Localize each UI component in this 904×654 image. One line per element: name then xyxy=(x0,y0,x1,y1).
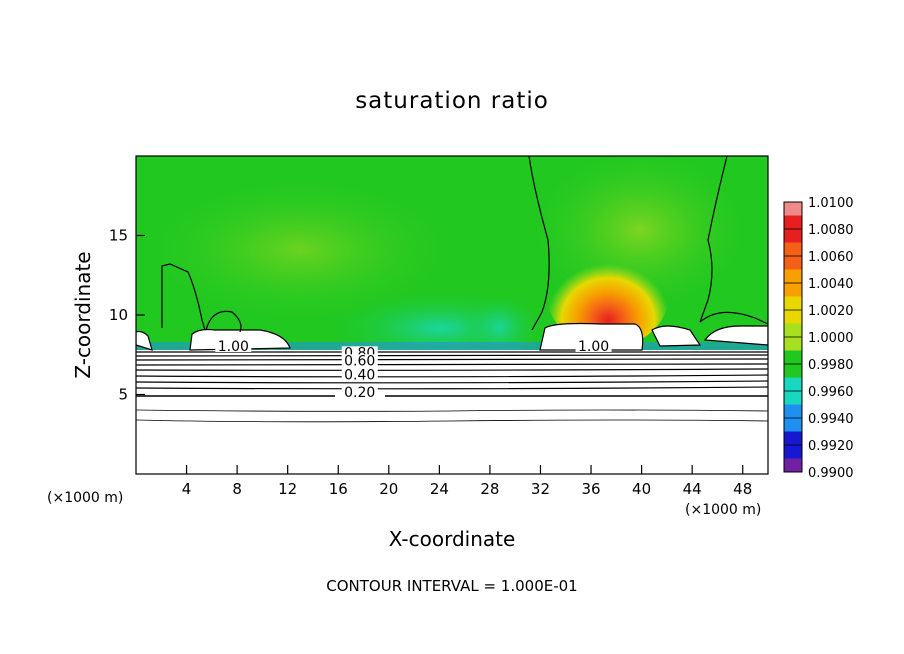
colorbar-label: 0.9960 xyxy=(808,385,854,400)
y-unit-label: (×1000 m) xyxy=(47,490,124,506)
y-tick-label: 15 xyxy=(109,227,128,245)
contour-lines xyxy=(136,156,768,423)
colorbar-label: 0.9920 xyxy=(808,439,854,454)
colorbar-label: 1.0080 xyxy=(808,223,854,238)
colorbar-segment xyxy=(784,242,802,257)
contour-interval-note: CONTOUR INTERVAL = 1.000E-01 xyxy=(326,577,578,595)
x-tick-label: 24 xyxy=(430,480,449,498)
colorbar-segment xyxy=(784,391,802,405)
contour-label: 1.00 xyxy=(578,339,609,355)
x-unit-label: (×1000 m) xyxy=(685,502,762,518)
colorbar-segment xyxy=(784,202,802,216)
contour-line xyxy=(136,409,768,412)
colorbar-label: 1.0100 xyxy=(808,196,854,211)
colorbar-segment xyxy=(784,229,802,243)
colorbar-segment xyxy=(784,431,802,446)
contour-line xyxy=(136,358,768,361)
y-tick-label: 5 xyxy=(118,386,128,404)
colorbar-segment xyxy=(784,283,802,297)
contour-line xyxy=(161,263,206,331)
x-tick-label: 12 xyxy=(278,480,297,498)
contour-line xyxy=(136,419,768,423)
contour-line xyxy=(136,380,768,384)
colorbar-segment xyxy=(784,269,802,284)
contour-label-bg xyxy=(215,339,252,352)
contour-label-bg xyxy=(341,354,378,367)
y-axis-label: Z-coordinate xyxy=(71,251,95,379)
colorbar-label: 1.0000 xyxy=(808,331,854,346)
colorbar-segment xyxy=(784,404,802,419)
y-axis: 5 10 15 xyxy=(109,227,145,404)
contour-line xyxy=(136,386,768,390)
colorbar-label: 0.9940 xyxy=(808,412,854,427)
colorbar-label: 0.9900 xyxy=(808,466,854,481)
x-tick-label: 36 xyxy=(581,480,600,498)
x-tick-label: 4 xyxy=(182,480,192,498)
contour-label-bg xyxy=(341,368,378,381)
colorbar-segment xyxy=(784,337,802,351)
contour-label-bg xyxy=(575,339,612,352)
colorbar-segment xyxy=(784,310,802,324)
x-tick-label: 20 xyxy=(379,480,398,498)
contour-label: 0.60 xyxy=(344,353,375,369)
colorbar-segment xyxy=(784,458,802,473)
contour-line xyxy=(699,156,728,323)
x-axis: 4 8 12 16 20 24 28 32 36 40 44 48 xyxy=(182,465,752,498)
colorbar-segment xyxy=(784,350,802,365)
heatmap-field xyxy=(136,156,768,474)
contour-line xyxy=(528,156,550,331)
colorbar-segment xyxy=(784,256,802,270)
contour-line xyxy=(699,311,768,325)
contour-line xyxy=(136,374,768,378)
x-tick-label: 44 xyxy=(683,480,702,498)
contour-labels: 1.00 1.000.800.600.400.20 xyxy=(215,339,612,401)
x-tick-label: 16 xyxy=(329,480,348,498)
y-tick-label: 10 xyxy=(109,306,128,324)
x-tick-label: 28 xyxy=(480,480,499,498)
x-axis-label: X-coordinate xyxy=(388,527,516,551)
contour-line xyxy=(136,363,768,366)
x-tick-label: 48 xyxy=(733,480,752,498)
colorbar-segment xyxy=(784,364,802,378)
colorbar-segment xyxy=(784,445,802,459)
colorbar: 1.0100 1.0080 1.0060 1.0040 1.0020 1.0000 0.99… xyxy=(783,196,854,481)
contour-label: 0.40 xyxy=(344,368,375,384)
colorbar-label: 0.9980 xyxy=(808,358,854,373)
contour-line xyxy=(136,354,768,357)
colorbar-segment xyxy=(784,377,802,392)
contour-label: 1.00 xyxy=(218,339,249,355)
contour-line xyxy=(205,310,242,333)
colorbar-label: 1.0020 xyxy=(808,304,854,319)
colorbar-label: 1.0040 xyxy=(808,277,854,292)
chart-title: saturation ratio xyxy=(355,88,549,114)
contour-label: 0.20 xyxy=(344,385,375,401)
colorbar-segment xyxy=(784,296,802,311)
contour-label-bg xyxy=(341,386,378,399)
colorbar-segment xyxy=(784,215,802,230)
colorbar-segment xyxy=(784,418,802,432)
contour-line xyxy=(136,368,768,371)
colorbar-segment xyxy=(784,323,802,338)
x-tick-label: 8 xyxy=(232,480,242,498)
x-tick-label: 40 xyxy=(632,480,651,498)
x-tick-label: 32 xyxy=(531,480,550,498)
colorbar-label: 1.0060 xyxy=(808,250,854,265)
